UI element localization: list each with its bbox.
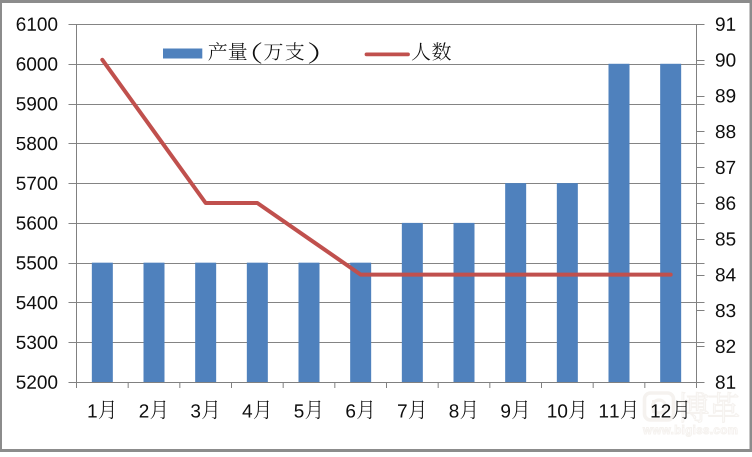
svg-text:www.bigiss.com: www.bigiss.com <box>642 425 738 437</box>
